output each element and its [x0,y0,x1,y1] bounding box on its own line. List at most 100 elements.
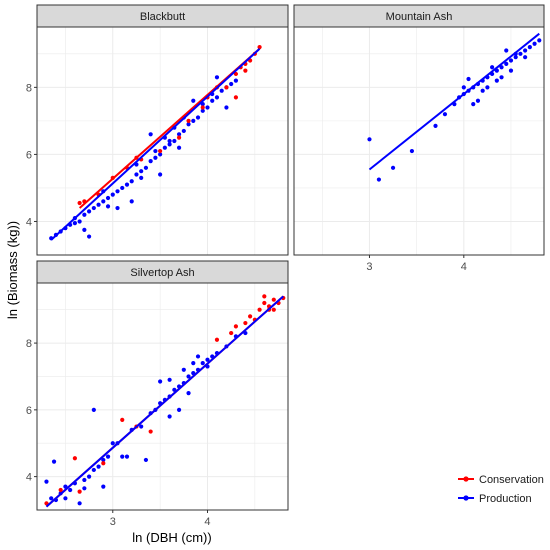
data-point [167,414,172,419]
data-point [129,179,134,184]
data-point [139,175,144,180]
data-point [224,85,229,90]
x-tick-label: 3 [110,516,116,528]
data-point [485,85,490,90]
data-point [158,152,163,157]
data-point [271,297,276,302]
y-tick-label: 6 [26,149,32,161]
data-point [148,159,153,164]
data-point [115,189,120,194]
y-axis-label: ln (Biomass (kg)) [5,221,20,319]
data-point [532,41,537,46]
legend-label: Production [479,493,532,505]
data-point [219,88,224,93]
data-point [167,377,172,382]
data-point [181,367,186,372]
panel-title: Blackbutt [140,11,185,23]
data-point [257,307,262,312]
data-point [91,407,96,412]
data-point [86,234,92,239]
data-point [139,169,144,174]
data-point [508,58,514,63]
data-point [167,142,172,147]
data-point [139,424,144,429]
legend-label: Conservation [479,474,544,486]
data-point [176,132,182,137]
data-point [158,172,163,177]
data-point [229,330,234,336]
y-tick-label: 8 [26,338,32,350]
legend-item-conservation: Conservation [458,474,544,486]
data-point [513,55,518,60]
data-point [233,71,239,77]
data-point [229,81,234,87]
data-point [158,148,163,154]
data-point [490,65,495,70]
data-point [499,75,504,80]
data-point [480,88,485,93]
data-point [471,102,476,107]
data-point [527,45,532,50]
legend-point [463,495,469,501]
data-point [72,221,77,226]
data-point [105,195,111,201]
panel-title: Silvertop Ash [130,267,194,279]
data-point [153,155,158,160]
data-point [82,486,87,491]
y-tick-label: 6 [26,405,32,417]
data-point [243,68,248,73]
data-point [77,219,82,224]
data-point [271,307,276,312]
data-point [200,108,205,113]
data-point [214,337,220,342]
data-point [44,479,49,484]
x-axis-label: ln (DBH (cm)) [132,530,211,545]
data-point [124,182,130,187]
fit-line-production [368,32,540,171]
panel-title: Mountain Ash [386,11,453,23]
panel-background [37,283,288,510]
data-point [158,379,163,384]
data-point [494,78,499,83]
panel-silvertop-ash: Silvertop Ash 4 6 8 3 4 [26,260,289,528]
legend: Conservation Production [458,474,544,505]
data-point [461,85,466,90]
data-point [233,95,239,100]
data-point [51,459,57,464]
y-tick-label: 4 [26,216,32,228]
panel-mountain-ash: Mountain Ash 3 4 [293,4,545,273]
data-point [101,199,106,204]
data-point [110,192,115,197]
data-point [523,48,528,53]
data-point [143,457,149,463]
data-point [376,177,382,182]
data-point [82,227,87,232]
data-point [101,484,106,489]
data-point [77,200,82,206]
data-point [248,314,253,319]
data-point [82,477,87,483]
data-point [214,95,220,100]
data-point [195,354,201,359]
data-point [77,501,82,506]
data-point [176,145,182,150]
y-tick-label: 4 [26,472,32,484]
data-point [91,205,96,211]
data-point [200,105,205,110]
data-point [82,212,87,217]
data-point [124,454,130,459]
data-point [262,294,267,299]
data-point [508,68,514,73]
data-point [191,361,196,366]
x-tick-label: 4 [204,516,210,528]
data-point [233,78,239,83]
data-point [120,185,125,191]
grid-lines [37,283,288,511]
data-point [233,324,239,329]
data-point [367,137,372,142]
legend-point [463,476,469,482]
data-point [504,61,509,66]
data-point [68,487,73,493]
data-point [186,391,191,396]
